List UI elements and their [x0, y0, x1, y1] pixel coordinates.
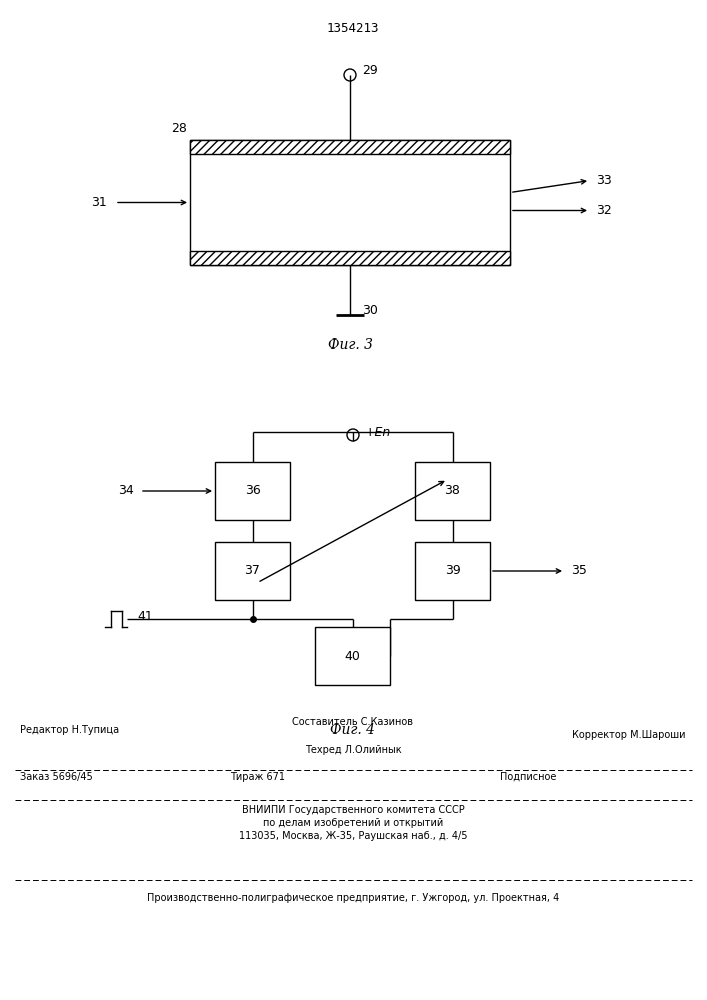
Text: Фиг. 3: Фиг. 3: [327, 338, 373, 352]
Text: 35: 35: [571, 564, 587, 578]
Text: Производственно-полиграфическое предприятие, г. Ужгород, ул. Проектная, 4: Производственно-полиграфическое предприя…: [147, 893, 559, 903]
Bar: [415, 462, 490, 520]
Text: Фиг. 4: Фиг. 4: [330, 723, 375, 737]
Bar: [190, 140, 510, 154]
Text: 34: 34: [118, 485, 134, 497]
Text: 29: 29: [362, 64, 378, 77]
Bar: [190, 140, 510, 265]
Text: Тираж 671: Тираж 671: [230, 772, 285, 782]
Text: 36: 36: [245, 485, 260, 497]
Bar: [315, 627, 390, 685]
Text: 113035, Москва, Ж-35, Раушская наб., д. 4/5: 113035, Москва, Ж-35, Раушская наб., д. …: [239, 831, 467, 841]
Text: по делам изобретений и открытий: по делам изобретений и открытий: [263, 818, 443, 828]
Bar: [415, 542, 490, 600]
Text: 1354213: 1354213: [327, 21, 379, 34]
Text: ВНИИПИ Государственного комитета СССР: ВНИИПИ Государственного комитета СССР: [242, 805, 464, 815]
Text: 28: 28: [171, 122, 187, 135]
Text: 38: 38: [445, 485, 460, 497]
Text: 31: 31: [91, 196, 107, 209]
Text: 37: 37: [245, 564, 260, 578]
Text: Редактор Н.Тупица: Редактор Н.Тупица: [20, 725, 119, 735]
Text: Составитель С.Казинов: Составитель С.Казинов: [293, 717, 414, 727]
Text: 33: 33: [596, 174, 612, 187]
Text: 32: 32: [596, 204, 612, 217]
Bar: [190, 140, 510, 265]
Text: Техред Л.Олийнык: Техред Л.Олийнык: [305, 745, 402, 755]
Text: Корректор М.Шароши: Корректор М.Шароши: [571, 730, 685, 740]
Text: Подписное: Подписное: [500, 772, 556, 782]
Text: 41: 41: [137, 609, 153, 622]
Bar: [215, 542, 290, 600]
Bar: [190, 251, 510, 265]
Bar: [215, 462, 290, 520]
Text: 39: 39: [445, 564, 460, 578]
Text: Заказ 5696/45: Заказ 5696/45: [20, 772, 93, 782]
Text: 30: 30: [362, 304, 378, 316]
Text: 40: 40: [344, 650, 361, 662]
Text: +En: +En: [365, 426, 391, 438]
